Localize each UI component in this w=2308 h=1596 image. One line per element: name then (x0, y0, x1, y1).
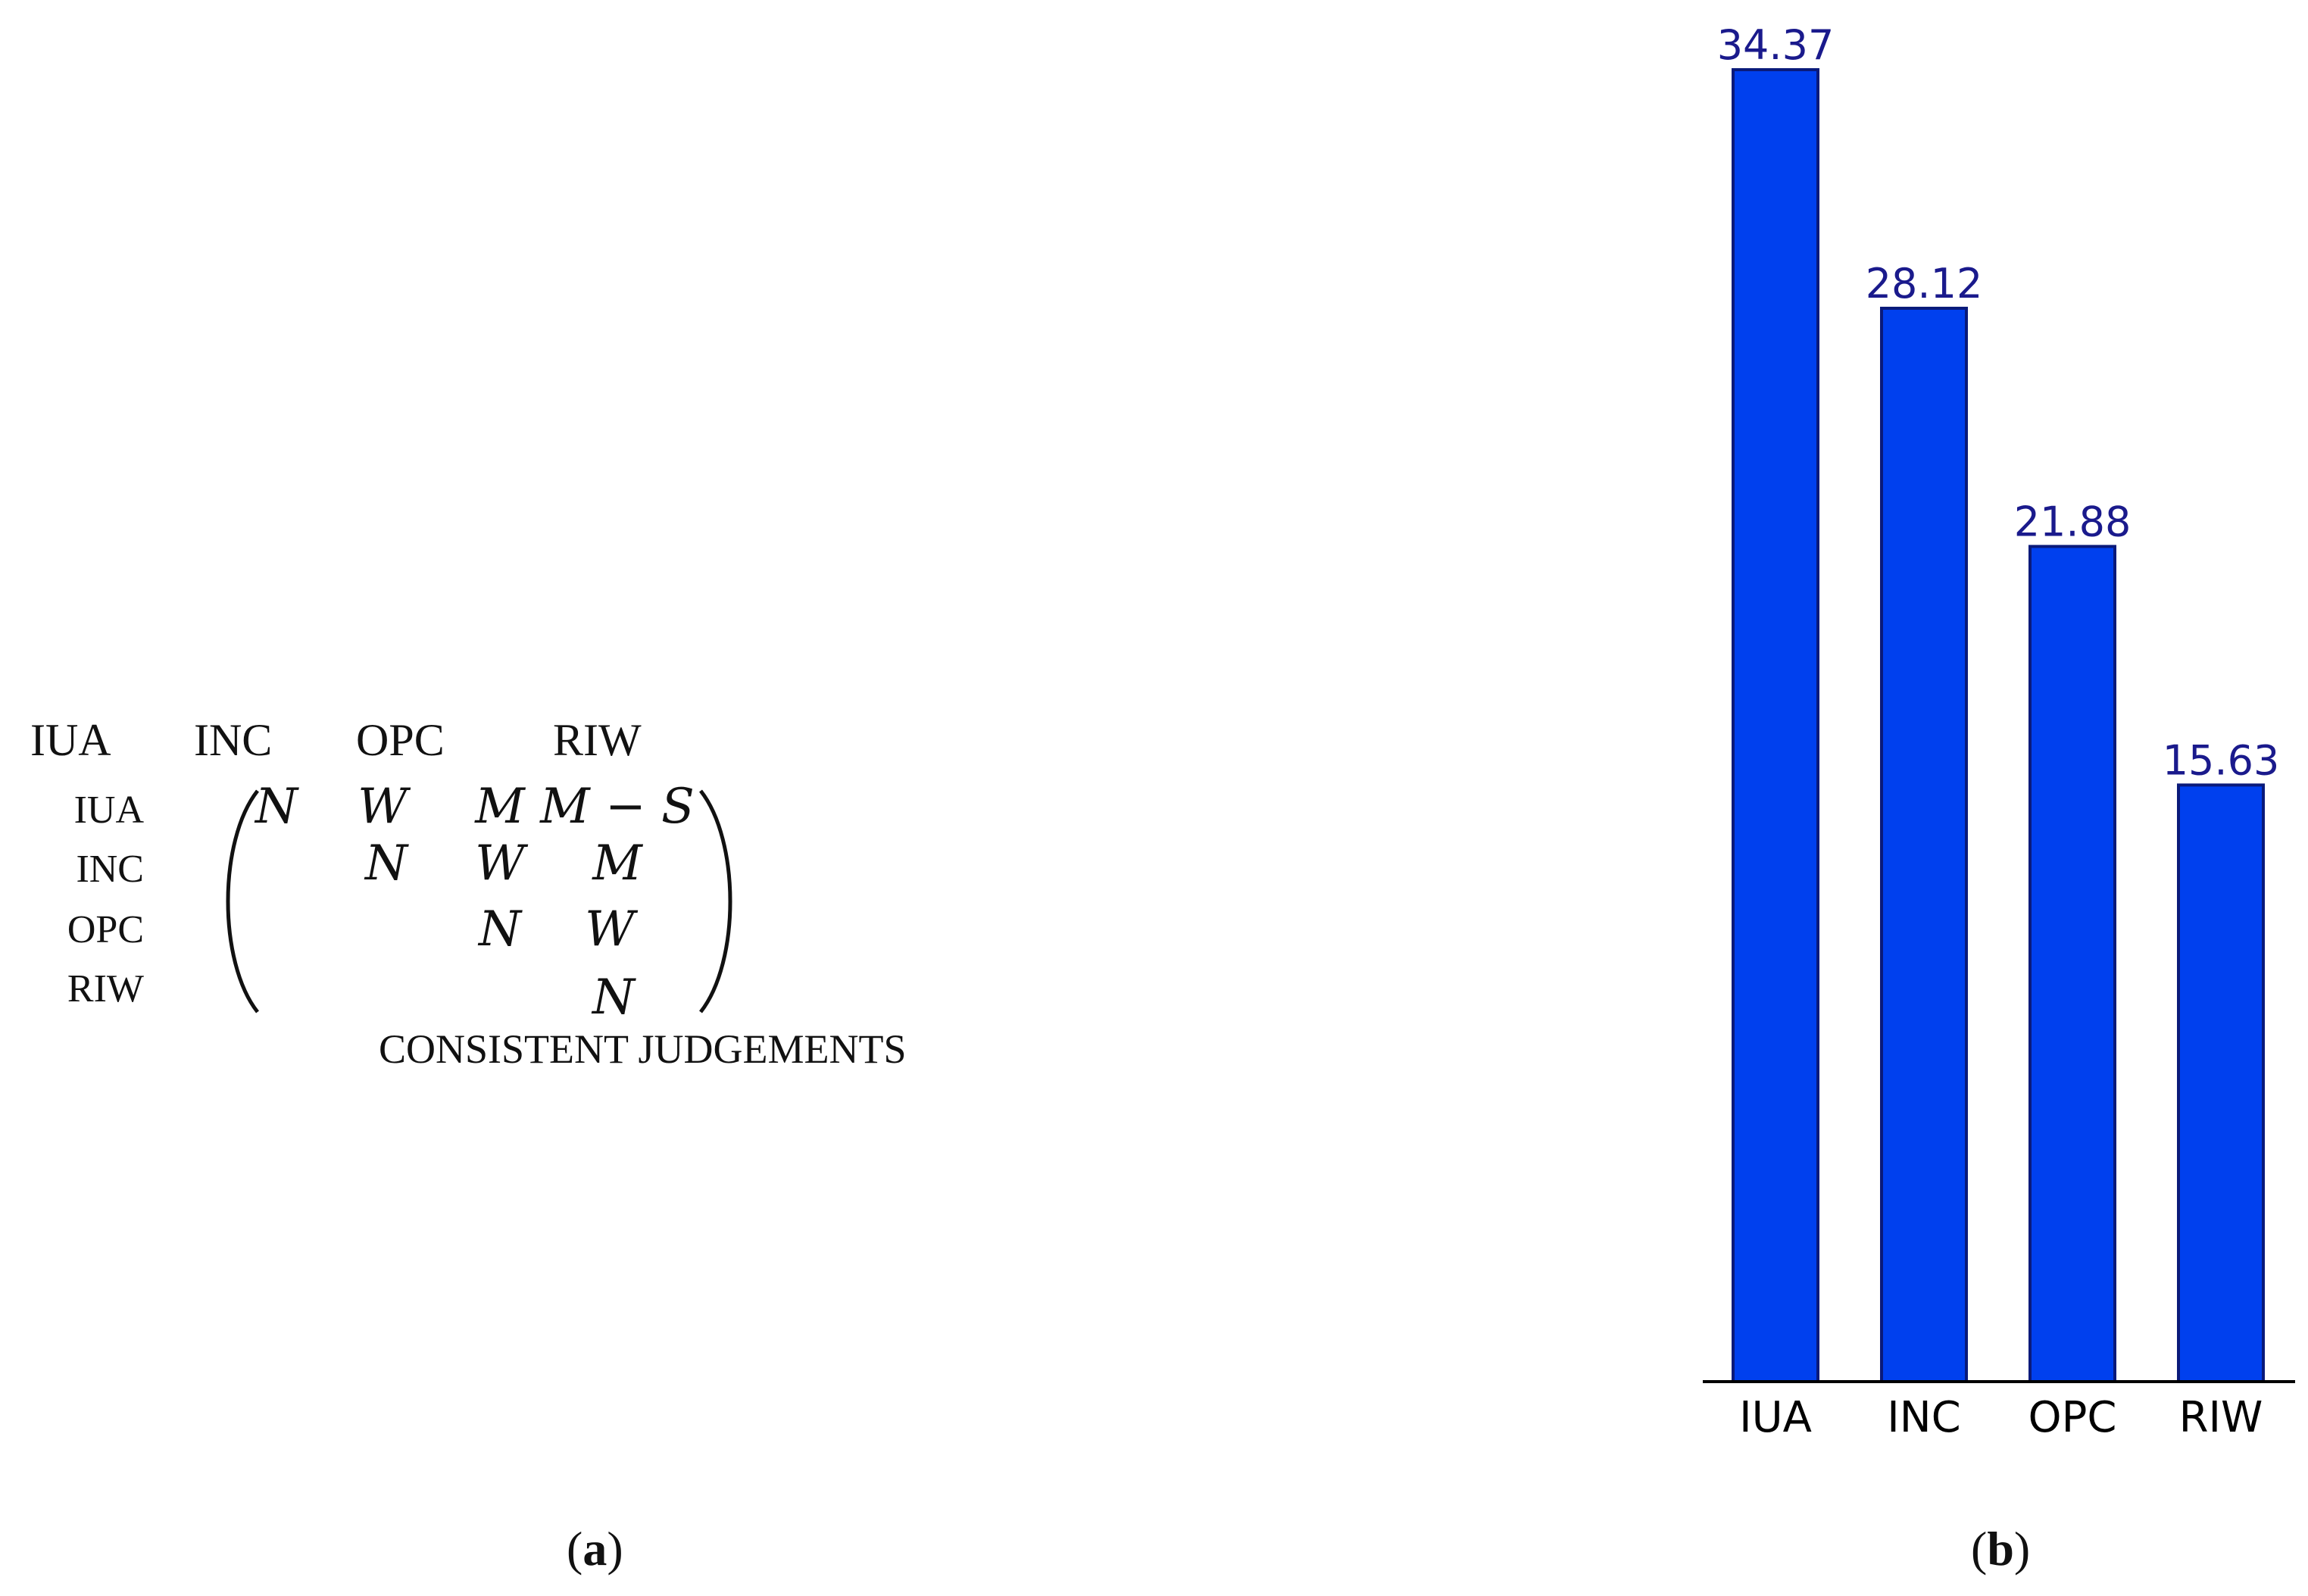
matrix-column-header: INC (194, 715, 273, 765)
matrix-cell: W (475, 835, 525, 892)
matrix-cell: N (255, 779, 298, 835)
bar-opc (2028, 545, 2116, 1383)
matrix-column-header: IUA (30, 715, 111, 765)
bar-inc (1880, 306, 1968, 1383)
matrix-caption: CONSISTENT JUDGEMENTS (379, 1026, 907, 1072)
x-tick-label: RIW (2179, 1393, 2263, 1442)
panel-caption-a: (a) (567, 1522, 623, 1576)
judgement-matrix-panel: IUA INC OPC RIW IUA INC OPC RIW N W M M … (0, 0, 1060, 1596)
matrix-cell: M (475, 779, 525, 835)
bar-value-label: 34.37 (1717, 21, 1835, 69)
matrix-row-label: IUA (73, 789, 144, 832)
matrix-cell: W (585, 901, 635, 957)
matrix-cell: N (592, 970, 635, 1026)
matrix-cell: W (358, 779, 408, 835)
bar-iua (1732, 68, 1819, 1383)
matrix-cell: M − S (540, 779, 695, 835)
bar-value-label: 28.12 (1866, 260, 1983, 308)
matrix-cell: N (365, 835, 408, 892)
panel-caption-b: (b) (1971, 1522, 2031, 1576)
bar-value-label: 15.63 (2163, 736, 2280, 784)
x-tick-label: INC (1887, 1393, 1961, 1442)
x-tick-label: OPC (2028, 1393, 2117, 1442)
right-parenthesis (699, 789, 732, 1014)
labels-layer: 34.37 IUA 28.12 INC 21.88 OPC 15.63 RIW (1717, 21, 2280, 1442)
matrix-column-header: OPC (356, 715, 445, 765)
matrix-column-header: RIW (553, 715, 642, 765)
matrix-row-label: RIW (67, 967, 144, 1010)
x-tick-label: IUA (1739, 1393, 1812, 1442)
matrix-row-label: INC (76, 848, 144, 891)
bar-riw (2177, 783, 2265, 1384)
matrix-cell: N (479, 901, 521, 957)
matrix-cell: M (592, 835, 642, 892)
left-parenthesis (226, 789, 259, 1014)
bars-layer (1732, 68, 2265, 1384)
matrix-row-label: OPC (67, 908, 144, 951)
bar-value-label: 21.88 (2014, 498, 2132, 545)
